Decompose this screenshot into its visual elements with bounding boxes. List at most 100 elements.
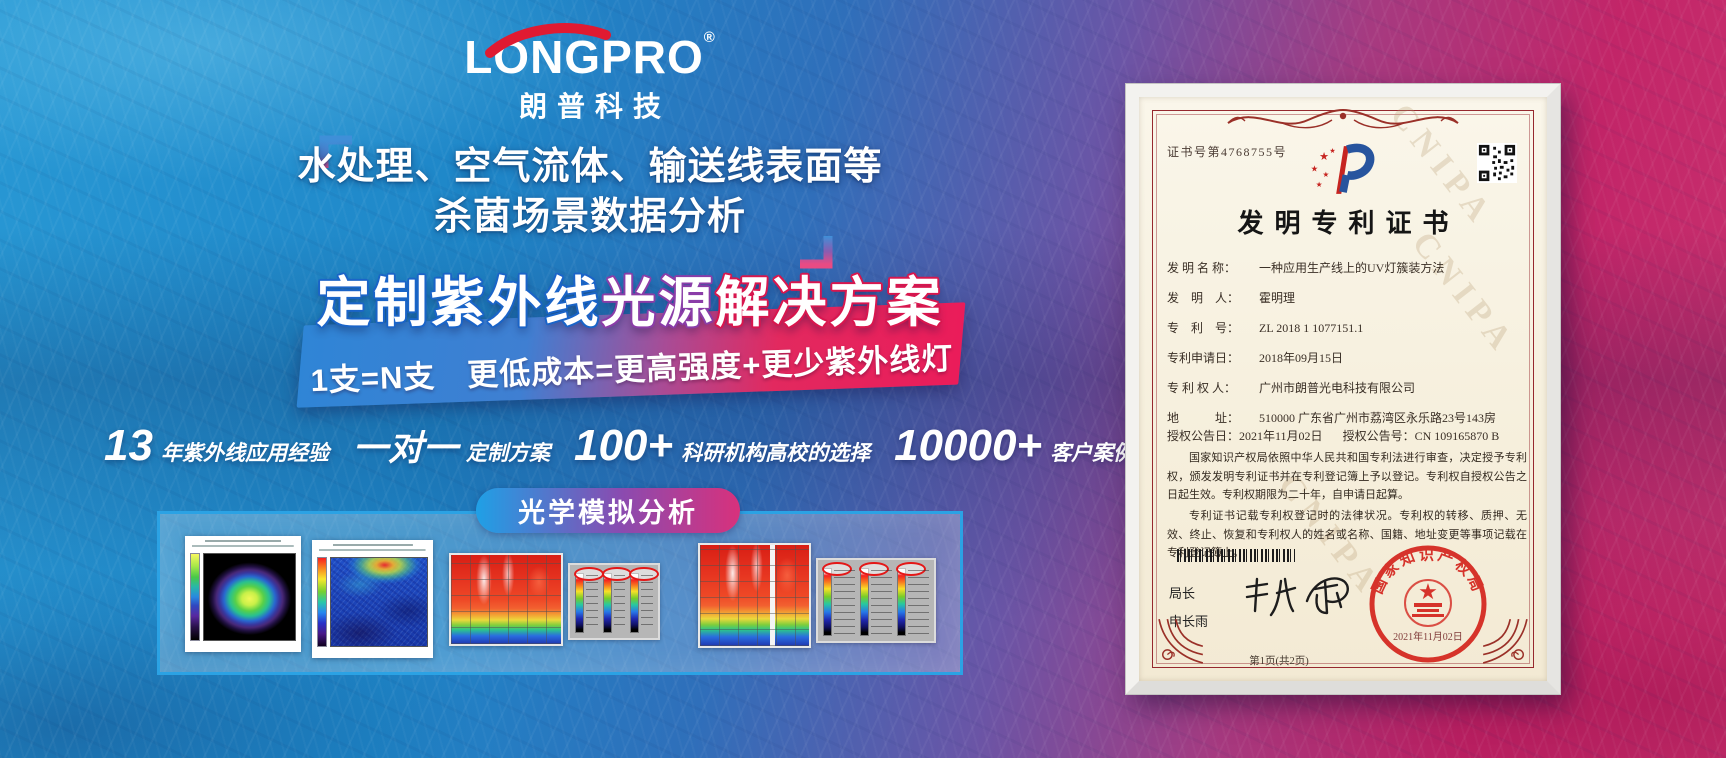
- tick-labels: [586, 575, 598, 631]
- simulation-plot-1: [185, 536, 301, 652]
- patent-certificate: CNIPA CNIPA CNIPA 证书号第4768755号 ★: [1125, 83, 1561, 695]
- officer-name: 申长雨: [1169, 614, 1209, 629]
- officer-signature: [1245, 577, 1349, 617]
- tick-labels: [908, 570, 929, 634]
- field-value: ZL 2018 1 1077151.1: [1259, 321, 1364, 335]
- colorbar-legend: [629, 567, 660, 633]
- officer-block: 局长 申长雨: [1169, 583, 1208, 639]
- field-label: 专 利 权 人：: [1167, 381, 1237, 395]
- heatmap-canvas: [700, 545, 809, 646]
- cnipa-logo-icon: ★ ★ ★ ★ ★: [1311, 143, 1375, 194]
- field-value: 510000 广东省广州市荔湾区永乐路23号143房: [1259, 411, 1497, 425]
- field-value: 2018年09月15日: [1259, 351, 1344, 365]
- irradiance-map: [203, 553, 296, 641]
- svg-text:★: ★: [1316, 180, 1323, 189]
- field-label: 专 利 号：: [1167, 321, 1240, 335]
- grant-date: 授权公告日：2021年11月02日: [1167, 429, 1323, 443]
- field-label: 专利申请日：: [1167, 351, 1240, 365]
- highlight-ellipse-icon: [822, 562, 852, 576]
- field-row: 发 明 名 称： 一种应用生产线上的UV灯簇装方法: [1167, 259, 1525, 276]
- barcode: [1177, 549, 1295, 562]
- simulation-plot-4: [698, 543, 811, 648]
- colorbar-legend: [859, 562, 892, 636]
- headline-line1: 水处理、空气流体、输送线表面等: [297, 146, 883, 188]
- colorbar: [317, 557, 327, 647]
- stat-experience: 13 年紫外线应用经验: [104, 421, 329, 471]
- stat-value: 一对一: [352, 429, 458, 468]
- field-row: 地 址： 510000 广东省广州市荔湾区永乐路23号143房: [1167, 409, 1525, 426]
- logo-swoosh-icon: [485, 23, 611, 58]
- plot-title-micro: [190, 540, 296, 548]
- registered-trademark: ®: [703, 29, 716, 46]
- stats-row: 13 年紫外线应用经验 一对一 定制方案 100+ 科研机构高校的选择 1000…: [104, 420, 1176, 471]
- field-row: 专 利 权 人： 广州市朗普光电科技有限公司: [1167, 379, 1525, 396]
- quote-bracket-close-icon: [800, 236, 833, 269]
- ribbon-title-part3: 解决方案: [715, 273, 944, 333]
- irradiance-map: [330, 557, 428, 647]
- tick-labels: [613, 575, 626, 631]
- plot-body: [188, 550, 298, 646]
- optics-badge: 光学模拟分析: [476, 488, 740, 533]
- colorbar-legend: [601, 567, 632, 633]
- field-row: 专 利 号： ZL 2018 1 1077151.1: [1167, 319, 1525, 336]
- tick-labels: [871, 570, 892, 634]
- stat-label: 科研机构高校的选择: [681, 442, 871, 465]
- corner-flourish-icon: [1158, 618, 1204, 664]
- simulation-legend-panel-1: [568, 563, 660, 640]
- simulation-plot-3: [449, 553, 563, 646]
- field-row: 专利申请日： 2018年09月15日: [1167, 349, 1525, 366]
- colorbar-legend: [574, 567, 604, 633]
- field-value: 霍明理: [1259, 291, 1296, 305]
- stat-one-on-one: 一对一 定制方案: [353, 420, 550, 471]
- svg-text:★: ★: [1311, 164, 1319, 174]
- grant-number: 授权公告号：CN 109165870 B: [1342, 429, 1500, 443]
- ribbon-title-part2: 光源: [601, 273, 716, 333]
- ribbon-title: 定制紫外线光源解决方案: [150, 258, 1110, 337]
- svg-text:★: ★: [1323, 170, 1330, 179]
- colorbar: [897, 568, 906, 636]
- certificate-number: 证书号第4768755号: [1167, 145, 1288, 159]
- seal-date: 2021年11月02日: [1393, 630, 1463, 643]
- highlight-ellipse-icon: [896, 562, 926, 576]
- tick-labels: [834, 570, 855, 634]
- colorbar: [860, 568, 869, 636]
- stat-label: 年紫外线应用经验: [160, 442, 329, 465]
- stat-customers: 10000+ 客户案例见证: [894, 421, 1176, 471]
- cnipa-seal-icon: 国家知识产权局 ★ 2021年11月02日: [1369, 545, 1487, 663]
- field-value: 一种应用生产线上的UV灯簇装方法: [1259, 261, 1445, 275]
- headline-line2: 杀菌场景数据分析: [433, 196, 746, 239]
- officer-title: 局长: [1169, 586, 1196, 601]
- colorbar: [630, 573, 640, 633]
- plot-body: [315, 554, 430, 652]
- corner-flourish-icon: [1482, 618, 1528, 664]
- stat-label: 定制方案: [465, 442, 550, 465]
- highlight-ellipse-icon: [629, 567, 660, 581]
- stat-value: 10000+: [894, 421, 1043, 470]
- svg-text:★: ★: [1329, 147, 1335, 155]
- simulation-legend-panel-2: [816, 558, 936, 643]
- seal-star-icon: ★: [1418, 579, 1438, 604]
- colorbar: [575, 573, 584, 633]
- body-paragraph: 国家知识产权局依照中华人民共和国专利法进行审查，决定授予专利权，颁发发明专利证书…: [1167, 452, 1527, 502]
- colorbar-legend: [896, 562, 929, 636]
- field-row: 发 明 人： 霍明理: [1167, 289, 1525, 306]
- svg-text:★: ★: [1319, 151, 1329, 163]
- ribbon-title-part1: 定制紫外线: [316, 273, 602, 333]
- colorbar-legend: [822, 562, 855, 636]
- grant-info-row: 授权公告日：2021年11月02日 授权公告号：CN 109165870 B: [1167, 427, 1531, 444]
- field-value: 广州市朗普光电科技有限公司: [1259, 381, 1416, 395]
- stat-institutions: 100+ 科研机构高校的选择: [574, 421, 870, 471]
- logo-subtitle: 朗普科技: [518, 91, 671, 122]
- headline: 水处理、空气流体、输送线表面等 杀菌场景数据分析: [75, 142, 1105, 242]
- colorbar: [602, 573, 612, 633]
- certificate-title: 发明专利证书: [1237, 209, 1460, 238]
- quote-bracket-open-icon: [319, 135, 352, 168]
- field-label: 发 明 人：: [1167, 291, 1240, 305]
- stat-value: 13: [104, 421, 153, 470]
- colorbar: [823, 568, 832, 636]
- field-label: 地 址：: [1167, 411, 1240, 425]
- ornament-flourish-icon: [1227, 108, 1459, 129]
- certificate-fields: 发 明 名 称： 一种应用生产线上的UV灯簇装方法 发 明 人： 霍明理 专 利 号…: [1167, 259, 1525, 439]
- stat-value: 100+: [573, 421, 674, 470]
